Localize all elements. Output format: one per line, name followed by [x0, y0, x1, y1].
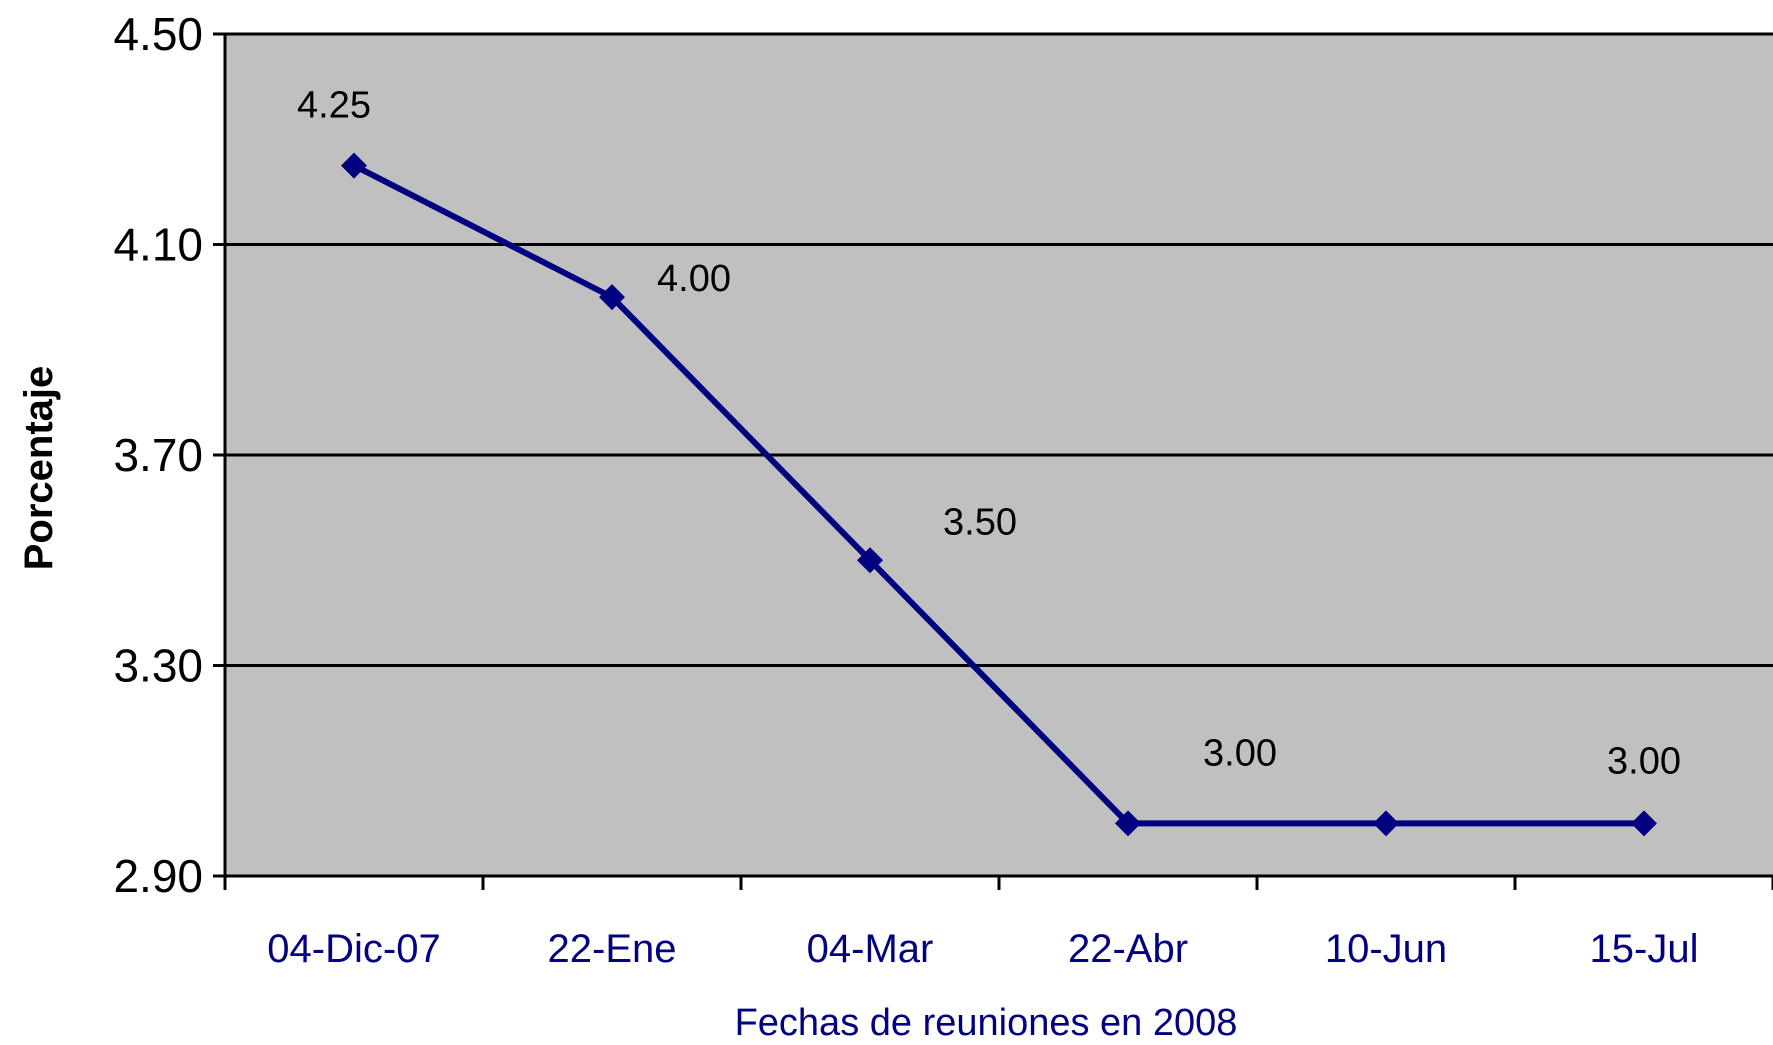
x-tick-label: 10-Jun	[1325, 927, 1447, 971]
x-tick-label: 04-Dic-07	[267, 927, 440, 971]
x-axis-title: Fechas de reuniones en 2008	[735, 1002, 1238, 1044]
data-point-diamond-icon	[1115, 810, 1141, 837]
data-point-diamond-icon	[1373, 810, 1399, 837]
data-labels: 4.25 4.00 3.50 3.00 3.00	[297, 85, 1681, 783]
data-point-diamond-icon	[599, 284, 625, 311]
y-axis-title: Porcentaje	[17, 366, 61, 571]
series-group	[341, 152, 1657, 837]
y-tick-label: 3.70	[113, 429, 203, 481]
y-tick-label: 4.50	[113, 8, 203, 60]
data-label: 4.00	[657, 258, 731, 300]
data-point-diamond-icon	[857, 547, 883, 574]
data-label: 3.00	[1203, 732, 1277, 774]
y-tick-labels: 2.90 3.30 3.70 4.10 4.50	[113, 8, 203, 902]
data-label: 4.25	[297, 85, 371, 127]
data-point-diamond-icon	[341, 152, 367, 179]
gridlines	[225, 32, 1773, 667]
y-tick-label: 2.90	[113, 850, 203, 902]
x-tick-label: 04-Mar	[807, 927, 934, 971]
data-point-diamond-icon	[1631, 810, 1657, 837]
x-tick-label: 22-Ene	[548, 927, 677, 971]
data-label: 3.00	[1607, 740, 1681, 782]
series-line	[352, 162, 1644, 827]
x-tick-label: 22-Abr	[1068, 927, 1188, 971]
data-label: 3.50	[943, 501, 1017, 543]
y-tick-label: 4.10	[113, 219, 203, 271]
y-tick-label: 3.30	[113, 640, 203, 692]
axes	[213, 32, 1773, 890]
x-tick-labels: 04-Dic-07 22-Ene 04-Mar 22-Abr 10-Jun 15-Jul	[267, 927, 1698, 971]
x-tick-label: 15-Jul	[1590, 927, 1699, 971]
